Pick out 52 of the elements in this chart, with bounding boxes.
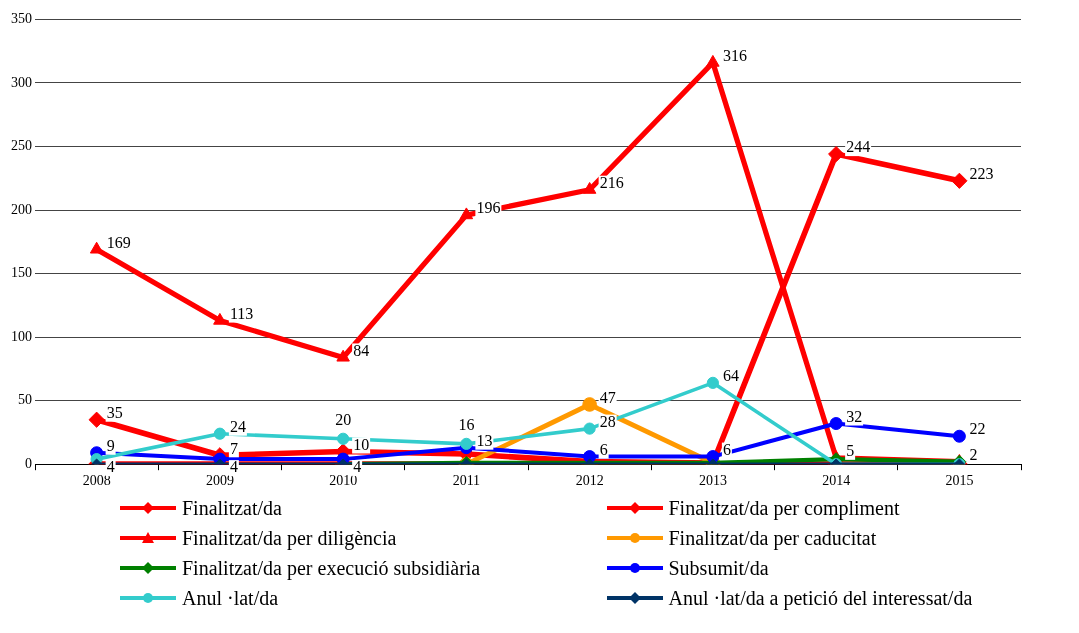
data-label: 113	[229, 304, 254, 322]
data-label: 316	[722, 46, 747, 64]
data-label: 169	[106, 233, 131, 251]
legend-label: Finalitzat/da per compliment	[668, 496, 900, 522]
legend-label: Finalitzat/da per execució subsidiària	[182, 556, 481, 582]
x-tick-label: 2009	[205, 473, 234, 489]
data-label: 4	[353, 458, 362, 476]
legend-label: Finalitzat/da	[182, 496, 282, 521]
data-label: 35	[106, 403, 123, 421]
data-label: 47	[599, 388, 616, 406]
data-label: 16	[458, 416, 475, 434]
data-label: 2	[969, 445, 978, 463]
x-tick-label: 2015	[945, 473, 974, 489]
data-label: 223	[969, 165, 994, 182]
y-tick-label: 100	[11, 328, 32, 344]
x-tick-label: 2012	[575, 473, 604, 489]
data-label: 6	[722, 440, 731, 458]
data-label: 4	[229, 458, 238, 476]
data-label: 6	[599, 440, 608, 458]
data-label: 13	[476, 431, 493, 449]
legend-label: Finalitzat/da per caducitat	[668, 526, 877, 552]
data-label: 22	[969, 420, 986, 438]
data-label: 28	[599, 412, 616, 430]
legend-label: Finalitzat/da per diligència	[182, 526, 397, 552]
data-label: 64	[722, 367, 739, 385]
y-tick-label: 200	[11, 201, 32, 217]
data-label: 20	[335, 410, 352, 428]
legend-label: Subsumit/da	[668, 556, 769, 581]
legend-label: Anul ·lat/da	[182, 586, 279, 611]
data-label: 196	[476, 199, 501, 217]
data-label: 4	[106, 458, 115, 476]
x-tick-label: 2013	[698, 473, 727, 489]
data-label: 244	[846, 138, 871, 156]
y-tick-label: 0	[25, 455, 32, 471]
data-label: 32	[846, 407, 863, 425]
x-tick-label: 2008	[82, 473, 111, 489]
data-label: 24	[229, 417, 246, 435]
y-tick-label: 150	[11, 265, 32, 281]
data-label: 10	[353, 435, 370, 453]
data-label: 5	[846, 442, 855, 460]
x-tick-label: 2014	[822, 473, 851, 489]
x-tick-label: 2011	[452, 473, 481, 489]
y-tick-label: 300	[11, 74, 32, 90]
legend-label: Anul ·lat/da a petició del interessat/da	[668, 586, 973, 612]
y-tick-label: 350	[11, 11, 32, 27]
data-label: 84	[353, 341, 370, 359]
data-label: 216	[599, 173, 624, 191]
y-tick-label: 50	[18, 392, 32, 408]
x-tick-label: 2010	[329, 473, 358, 489]
y-tick-label: 250	[11, 138, 32, 154]
data-label: 7	[229, 439, 238, 457]
data-label: 9	[106, 436, 115, 454]
